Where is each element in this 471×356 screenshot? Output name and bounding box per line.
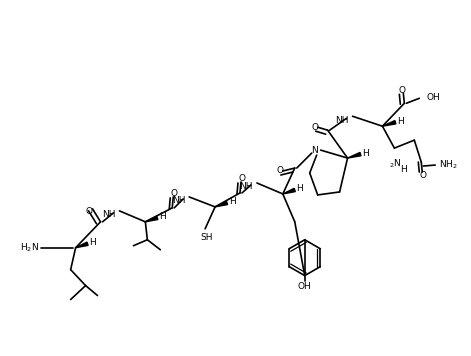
Text: $\mathregular{NH_2}$: $\mathregular{NH_2}$ [439,159,458,171]
Text: O: O [85,207,92,216]
Text: OH: OH [298,282,312,291]
Text: OH: OH [426,93,440,102]
Text: NH: NH [172,197,185,205]
Polygon shape [348,152,361,158]
Text: O: O [171,189,178,198]
Text: H: H [362,148,369,158]
Polygon shape [76,242,88,248]
Text: O: O [399,86,406,95]
Text: O: O [311,123,318,132]
Text: SH: SH [201,233,213,242]
Polygon shape [283,188,295,194]
Text: O: O [238,174,245,183]
Text: O: O [276,166,284,174]
Text: H: H [397,117,404,126]
Text: $\mathregular{_2N}$: $\mathregular{_2N}$ [389,158,401,170]
Text: $\mathregular{H_2N}$: $\mathregular{H_2N}$ [20,241,39,254]
Text: H: H [296,184,303,193]
Text: H: H [228,198,236,206]
Text: H: H [89,238,96,247]
Polygon shape [146,216,158,222]
Polygon shape [382,121,396,126]
Text: H: H [159,212,166,221]
Text: O: O [420,171,427,179]
Text: H: H [400,164,407,173]
Polygon shape [215,201,227,207]
Text: NH: NH [102,210,115,219]
Text: NH: NH [239,183,253,192]
Text: NH: NH [335,116,349,125]
Text: N: N [311,146,318,155]
